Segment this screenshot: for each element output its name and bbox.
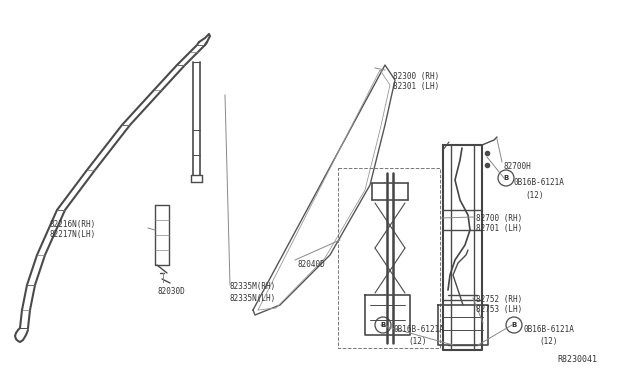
Text: 82700H: 82700H — [503, 162, 531, 171]
Text: 0B16B-6121A: 0B16B-6121A — [514, 178, 565, 187]
Text: 82701 (LH): 82701 (LH) — [476, 224, 522, 233]
Text: 82030D: 82030D — [158, 287, 186, 296]
Text: 82753 (LH): 82753 (LH) — [476, 305, 522, 314]
Text: 0B16B-6121A: 0B16B-6121A — [524, 325, 575, 334]
Text: 82752 (RH): 82752 (RH) — [476, 295, 522, 304]
Text: (12): (12) — [408, 337, 426, 346]
Text: 82217N(LH): 82217N(LH) — [50, 230, 96, 239]
Text: 82335M(RH): 82335M(RH) — [230, 282, 276, 291]
Text: 82335N(LH): 82335N(LH) — [230, 294, 276, 303]
Text: 0B16B-6121A: 0B16B-6121A — [393, 325, 444, 334]
Text: (12): (12) — [525, 191, 543, 200]
Text: B: B — [511, 322, 516, 328]
Text: R8230041: R8230041 — [557, 355, 597, 364]
Text: B: B — [380, 322, 386, 328]
Text: 82700 (RH): 82700 (RH) — [476, 214, 522, 223]
Text: 82301 (LH): 82301 (LH) — [393, 82, 439, 91]
Text: (12): (12) — [539, 337, 557, 346]
Text: 82216N(RH): 82216N(RH) — [50, 220, 96, 229]
Text: B: B — [504, 175, 509, 181]
Text: 82300 (RH): 82300 (RH) — [393, 72, 439, 81]
Text: 82040D: 82040D — [298, 260, 326, 269]
